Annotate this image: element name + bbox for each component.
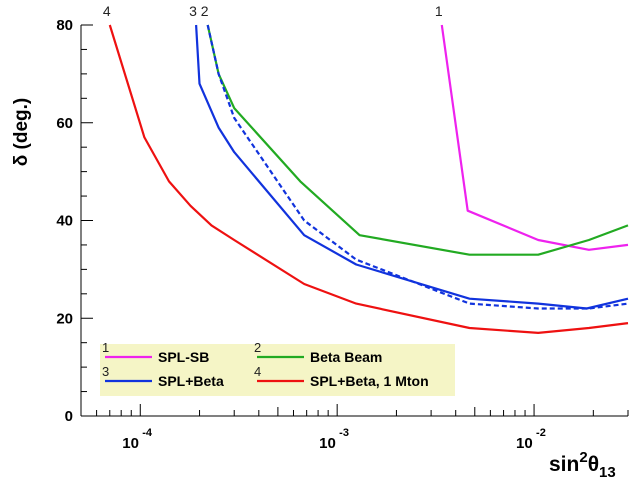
y-tick-label: 0 bbox=[65, 408, 73, 425]
x-tick-exponent: -4 bbox=[142, 427, 153, 439]
x-axis-title-sup: 2 bbox=[579, 449, 587, 466]
series-line bbox=[195, 24, 629, 310]
series-lines bbox=[108, 24, 629, 334]
y-tick-label: 40 bbox=[56, 213, 73, 230]
legend-number: 2 bbox=[254, 340, 261, 355]
legend-entry: SPL+Beta bbox=[158, 373, 224, 389]
curve-number-label: 4 bbox=[103, 3, 111, 19]
x-axis-title: sin2θ13 bbox=[549, 449, 616, 480]
x-tick-label: 10 bbox=[319, 435, 336, 452]
x-axis-title-symbol: θ bbox=[588, 453, 599, 476]
x-tick-exponent: -3 bbox=[339, 427, 349, 439]
series-line bbox=[108, 24, 629, 334]
legend-number: 1 bbox=[102, 340, 109, 355]
x-tick-label: 10 bbox=[122, 435, 139, 452]
legend-number: 4 bbox=[254, 364, 261, 379]
y-axis-title: δ (deg.) bbox=[11, 98, 32, 167]
y-tick-label: 60 bbox=[56, 115, 73, 132]
legend-box bbox=[100, 344, 455, 396]
x-tick-exponent: -2 bbox=[536, 427, 546, 439]
legend-entry: SPL-SB bbox=[158, 349, 209, 365]
legend-number: 3 bbox=[102, 364, 109, 379]
curve-number-label: 1 bbox=[435, 3, 443, 19]
legend-entry: SPL+Beta, 1 Mton bbox=[310, 373, 429, 389]
x-tick-label: 10 bbox=[516, 435, 533, 452]
y-tick-label: 20 bbox=[56, 310, 73, 327]
series-line bbox=[440, 24, 629, 251]
legend: 1 SPL-SB 2 Beta Beam 3 SPL+Beta 4 SPL+Beta, 1 M… bbox=[100, 340, 455, 396]
x-axis-title-base: sin bbox=[549, 453, 579, 476]
axis-titles: δ (deg.) sin2θ13 bbox=[11, 98, 616, 480]
x-axis-title-sub: 13 bbox=[599, 464, 616, 480]
curve-number-label: 3 bbox=[189, 3, 197, 19]
curve-number-labels: 1 23 4 bbox=[103, 3, 443, 19]
series-line-dashed bbox=[206, 24, 629, 310]
legend-entry: Beta Beam bbox=[310, 349, 382, 365]
curve-number-label: 2 bbox=[201, 3, 209, 19]
y-tick-label: 80 bbox=[56, 17, 73, 34]
series-line bbox=[206, 24, 629, 256]
